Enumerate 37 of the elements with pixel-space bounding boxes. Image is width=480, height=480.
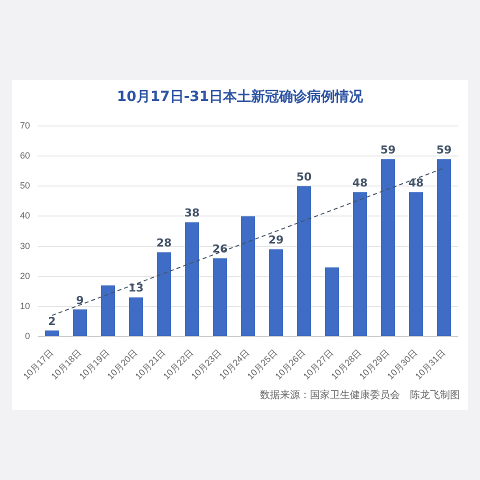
bar xyxy=(353,192,368,336)
y-tick-label: 70 xyxy=(20,120,30,130)
data-label: 48 xyxy=(408,176,424,190)
data-label: 50 xyxy=(296,170,312,184)
data-label: 38 xyxy=(184,206,200,220)
data-label: 9 xyxy=(76,294,84,307)
bar xyxy=(437,159,451,336)
data-label: 29 xyxy=(268,234,284,247)
bar xyxy=(297,186,312,336)
data-label: 26 xyxy=(212,242,228,256)
bar xyxy=(185,222,200,336)
bar xyxy=(325,267,340,336)
bar xyxy=(101,285,116,336)
y-tick-label: 20 xyxy=(20,270,30,281)
y-tick-label: 30 xyxy=(20,240,30,251)
data-label: 13 xyxy=(128,282,144,295)
bar xyxy=(45,330,60,336)
bar xyxy=(157,252,172,336)
data-label: 48 xyxy=(352,176,368,190)
y-tick-label: 0 xyxy=(24,330,30,341)
data-label: 59 xyxy=(380,143,396,156)
bar xyxy=(409,192,423,336)
source-note: 数据来源：国家卫生健康委员会 陈龙飞制图 xyxy=(260,388,460,402)
data-label: 28 xyxy=(156,236,172,250)
bar xyxy=(269,249,284,336)
y-tick-label: 60 xyxy=(20,150,30,161)
y-tick-label: 40 xyxy=(20,210,30,221)
bar xyxy=(241,216,256,336)
bar xyxy=(381,159,395,336)
data-label: 2 xyxy=(48,314,56,328)
chart-title: 10月17日-31日本土新冠确诊病例情况 xyxy=(116,88,364,106)
y-tick-label: 10 xyxy=(20,300,30,311)
bar xyxy=(73,309,88,336)
y-tick-label: 50 xyxy=(20,180,30,191)
bar xyxy=(129,297,144,336)
data-label: 59 xyxy=(436,143,452,156)
bar xyxy=(213,258,228,336)
